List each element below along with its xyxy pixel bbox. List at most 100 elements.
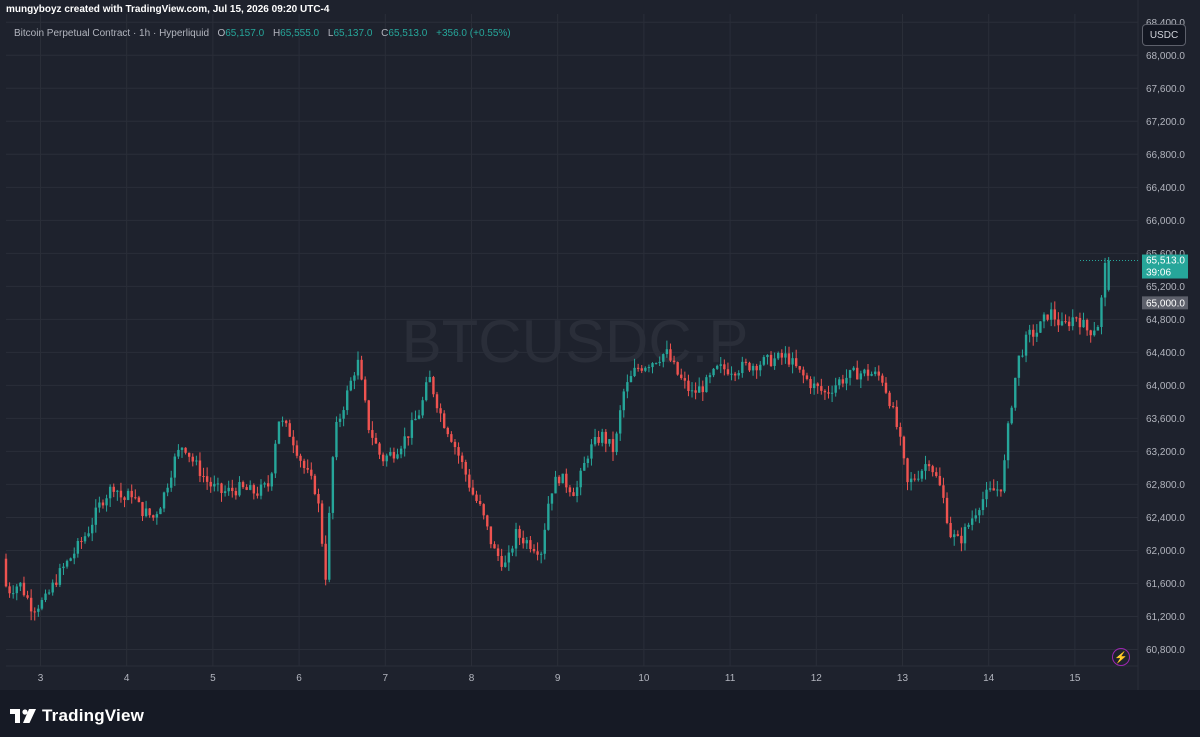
candle-body <box>970 518 974 525</box>
candle-body <box>895 406 898 427</box>
candle-body <box>40 599 44 609</box>
candle-body <box>299 455 302 461</box>
candle-body <box>112 486 115 492</box>
candle-body <box>26 595 29 598</box>
candle-body <box>496 548 500 556</box>
candle-body <box>658 361 661 364</box>
candle-body <box>1046 314 1049 320</box>
candle-body <box>888 392 891 407</box>
candle-body <box>1093 330 1096 336</box>
candle-body <box>392 452 396 459</box>
candle-body <box>608 439 611 444</box>
candle-body <box>1057 319 1060 326</box>
candle-body <box>302 460 306 469</box>
candle-body <box>73 553 76 559</box>
time-tick-label: 12 <box>811 673 823 684</box>
candle-body <box>543 529 546 554</box>
candle-body <box>511 548 514 553</box>
candle-body <box>101 502 105 506</box>
candle-body <box>622 391 625 411</box>
price-tick-label: 63,200.0 <box>1146 447 1185 458</box>
candle-body <box>421 400 424 416</box>
candle-body <box>680 374 683 379</box>
candle-body <box>126 490 130 500</box>
candle-body <box>417 415 421 419</box>
candle-body <box>198 460 202 477</box>
candle-body <box>58 568 62 585</box>
candle-body <box>572 492 575 496</box>
price-marker-bg <box>1142 296 1188 310</box>
candle-body <box>489 526 493 545</box>
candle-body <box>119 490 123 498</box>
candle-body <box>536 551 539 555</box>
candle-body <box>1003 460 1006 492</box>
price-tick-label: 68,000.0 <box>1146 51 1185 62</box>
candle-body <box>432 377 435 395</box>
price-tick-label: 66,800.0 <box>1146 150 1185 161</box>
candle-body <box>978 510 981 516</box>
candle-body <box>76 541 80 554</box>
candle-body <box>4 558 8 587</box>
candle-body <box>256 493 259 496</box>
candle-body <box>378 443 381 455</box>
candle-body <box>44 593 47 600</box>
candle-body <box>633 367 636 377</box>
candle-body <box>227 487 230 492</box>
price-tick-label: 62,800.0 <box>1146 480 1185 491</box>
candle-body <box>698 386 701 393</box>
candle-body <box>346 390 349 411</box>
close-value: 65,513.0 <box>388 28 428 39</box>
candle-body <box>328 512 331 580</box>
candle-body <box>615 433 618 453</box>
candle-body <box>468 474 471 488</box>
candle-body <box>55 582 58 585</box>
candle-body <box>241 482 245 488</box>
candle-body <box>460 455 464 462</box>
candle-body <box>1032 329 1035 337</box>
candle-body <box>974 515 977 519</box>
candle-body <box>80 541 83 543</box>
tradingview-logo-icon <box>10 709 36 723</box>
time-axis: 3 4 5 6 7 8 9 10 11 12 13 14 15 <box>38 673 1081 684</box>
candle-body <box>317 494 320 504</box>
candle-body <box>8 586 11 594</box>
candle-body <box>654 363 658 365</box>
candle-body <box>812 383 816 389</box>
candle-body <box>170 477 173 488</box>
time-tick-label: 6 <box>296 673 302 684</box>
candle-body <box>906 458 909 483</box>
candle-body <box>159 508 162 515</box>
candle-body <box>504 562 507 567</box>
price-tick-label: 61,600.0 <box>1146 579 1185 590</box>
last-price-value: 65,513.0 <box>1146 256 1185 267</box>
candle-body <box>884 382 888 393</box>
candle-body <box>11 593 15 595</box>
candle-body <box>263 483 266 485</box>
candle-body <box>486 515 489 527</box>
candle-body <box>407 436 410 438</box>
candle-body <box>15 586 18 594</box>
candle-body <box>701 386 704 393</box>
tradingview-branding[interactable]: TradingView <box>10 706 144 726</box>
candle-body <box>450 434 453 442</box>
candle-body <box>636 367 640 369</box>
candle-body <box>791 358 794 365</box>
candle-body <box>927 464 931 467</box>
currency-button[interactable]: USDC <box>1142 24 1186 46</box>
candle-body <box>399 448 403 455</box>
candle-body <box>105 498 108 506</box>
candle-body <box>33 611 36 613</box>
candle-body <box>1085 319 1089 331</box>
candle-body <box>568 487 572 493</box>
candle-body <box>475 494 478 501</box>
candle-body <box>1103 262 1107 298</box>
candle-body <box>249 485 252 490</box>
candle-body <box>500 555 503 567</box>
candle-body <box>1078 317 1082 328</box>
chart-canvas[interactable]: BTCUSDC.P 60,800.0 61,200.0 61,600.0 62,000… <box>0 0 1200 690</box>
price-tick-label: 66,000.0 <box>1146 216 1185 227</box>
symbol-description[interactable]: Bitcoin Perpetual Contract · 1h · Hyperl… <box>14 28 210 39</box>
price-tick-label: 64,400.0 <box>1146 348 1185 359</box>
lightning-bolt-icon[interactable]: ⚡ <box>1112 648 1130 666</box>
candle-body <box>141 502 144 517</box>
